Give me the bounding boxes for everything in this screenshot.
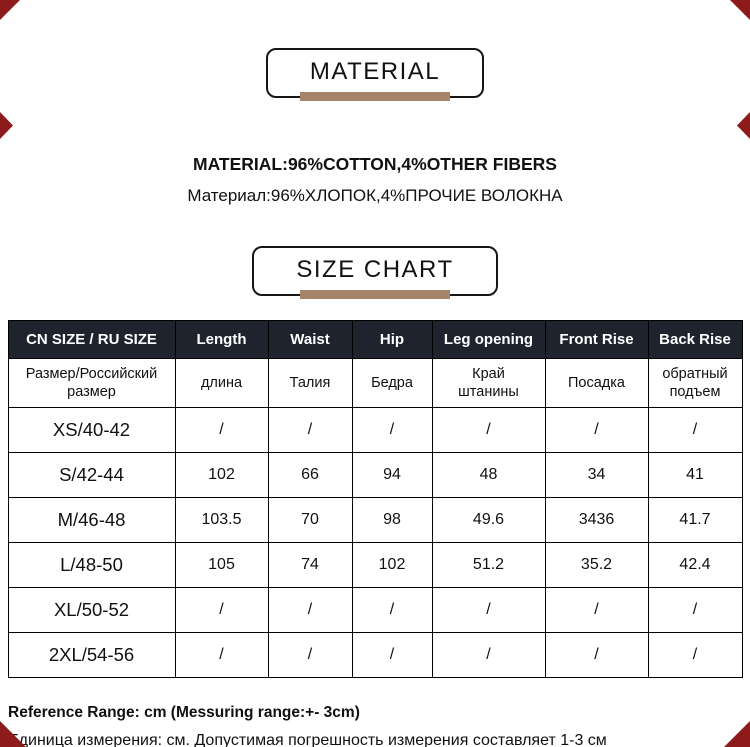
size-cell: 74: [267, 542, 353, 588]
size-cell: /: [647, 587, 743, 633]
size-cell: 94: [351, 452, 433, 498]
size-cell: /: [174, 632, 269, 678]
size-cell: /: [351, 632, 433, 678]
size-label-cell: S/42-44: [7, 452, 176, 498]
size-row: XL/50-52 / / / / / /: [7, 587, 743, 633]
measurement-notes: Reference Range: cm (Messuring range:+- …: [8, 704, 750, 747]
material-title-box: MATERIAL: [265, 48, 485, 101]
size-cell: /: [267, 632, 353, 678]
header-cell: Leg opening: [431, 320, 546, 359]
header-cell: Front Rise: [544, 320, 649, 359]
material-title-underline-bar: [300, 92, 450, 101]
ru-header-cell: Край штанины: [431, 358, 546, 408]
size-cell: 51.2: [431, 542, 546, 588]
size-cell: /: [267, 407, 353, 453]
size-chart-title-underline-bar: [300, 290, 450, 299]
size-row: M/46-48 103.5 70 98 49.6 3436 41.7: [7, 497, 743, 543]
size-table: CN SIZE / RU SIZE Length Waist Hip Leg o…: [7, 320, 743, 678]
ru-header-cell: Размер/Российский размер: [7, 358, 176, 408]
header-cell: Hip: [351, 320, 433, 359]
ru-header-cell: длина: [174, 358, 269, 408]
size-cell: /: [351, 407, 433, 453]
size-label-cell: 2XL/54-56: [7, 632, 176, 678]
size-cell: /: [431, 632, 546, 678]
size-cell: 41.7: [647, 497, 743, 543]
size-cell: 3436: [544, 497, 649, 543]
table-header-row-ru: Размер/Российский размер длина Талия Бед…: [7, 358, 743, 408]
size-cell: 41: [647, 452, 743, 498]
size-cell: 66: [267, 452, 353, 498]
header-cell: Length: [174, 320, 269, 359]
reference-range-note-ru: Единица измерения: см. Допустимая погреш…: [8, 732, 607, 747]
size-cell: /: [544, 407, 649, 453]
size-cell: 34: [544, 452, 649, 498]
size-cell: 42.4: [647, 542, 743, 588]
ru-header-cell: Посадка: [544, 358, 649, 408]
material-line-en: MATERIAL:96%COTTON,4%OTHER FIBERS: [193, 154, 557, 174]
header-cell: CN SIZE / RU SIZE: [7, 320, 176, 359]
size-row: 2XL/54-56 / / / / / /: [7, 632, 743, 678]
material-text-block: MATERIAL:96%COTTON,4%OTHER FIBERS Матери…: [0, 154, 750, 206]
size-row: L/48-50 105 74 102 51.2 35.2 42.4: [7, 542, 743, 588]
size-row: XS/40-42 / / / / / /: [7, 407, 743, 453]
material-section: MATERIAL MATERIAL:96%COTTON,4%OTHER FIBE…: [0, 0, 750, 206]
header-cell: Back Rise: [647, 320, 743, 359]
ru-header-cell: Талия: [267, 358, 353, 408]
size-cell: /: [267, 587, 353, 633]
size-cell: 35.2: [544, 542, 649, 588]
size-cell: /: [544, 587, 649, 633]
size-chart-title: SIZE CHART: [296, 256, 454, 283]
reference-range-note-en: Reference Range: cm (Messuring range:+- …: [8, 704, 360, 721]
size-label-cell: M/46-48: [7, 497, 176, 543]
header-cell: Waist: [267, 320, 353, 359]
size-cell: 70: [267, 497, 353, 543]
size-cell: /: [431, 407, 546, 453]
ru-header-cell: обратный подъем: [647, 358, 743, 408]
size-cell: /: [174, 587, 269, 633]
size-cell: /: [351, 587, 433, 633]
size-chart-section: SIZE CHART CN SIZE / RU SIZE Length Wais…: [0, 246, 750, 678]
size-cell: 103.5: [174, 497, 269, 543]
table-header-row-en: CN SIZE / RU SIZE Length Waist Hip Leg o…: [7, 320, 743, 359]
material-title: MATERIAL: [309, 58, 441, 85]
size-cell: /: [174, 407, 269, 453]
ru-header-cell: Бедра: [351, 358, 433, 408]
size-label-cell: L/48-50: [7, 542, 176, 588]
size-row: S/42-44 102 66 94 48 34 41: [7, 452, 743, 498]
size-cell: 48: [431, 452, 546, 498]
size-chart-title-box: SIZE CHART: [252, 246, 498, 299]
size-cell: 98: [351, 497, 433, 543]
size-cell: /: [431, 587, 546, 633]
size-cell: 49.6: [431, 497, 546, 543]
size-label-cell: XL/50-52: [7, 587, 176, 633]
size-cell: /: [544, 632, 649, 678]
material-line-ru: Материал:96%ХЛОПОК,4%ПРОЧИЕ ВОЛОКНА: [187, 186, 563, 205]
size-cell: /: [647, 407, 743, 453]
size-cell: 105: [174, 542, 269, 588]
size-cell: 102: [351, 542, 433, 588]
size-cell: 102: [174, 452, 269, 498]
size-cell: /: [647, 632, 743, 678]
size-label-cell: XS/40-42: [7, 407, 176, 453]
